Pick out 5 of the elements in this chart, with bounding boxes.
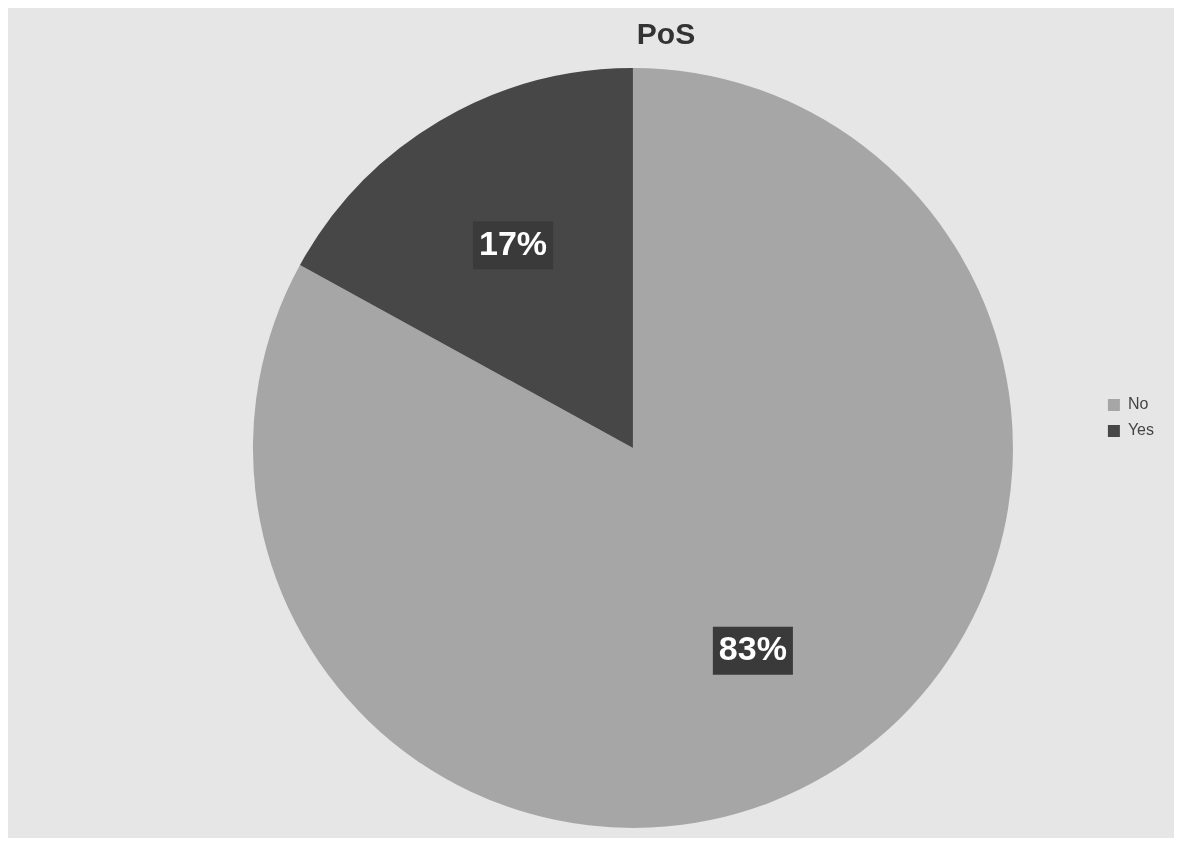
data-label: 83% xyxy=(718,629,787,668)
data-label: 17% xyxy=(478,223,548,262)
legend-label: No xyxy=(1127,395,1149,413)
chart-title: PoS xyxy=(636,17,696,51)
legend-label: Yes xyxy=(1127,421,1155,439)
